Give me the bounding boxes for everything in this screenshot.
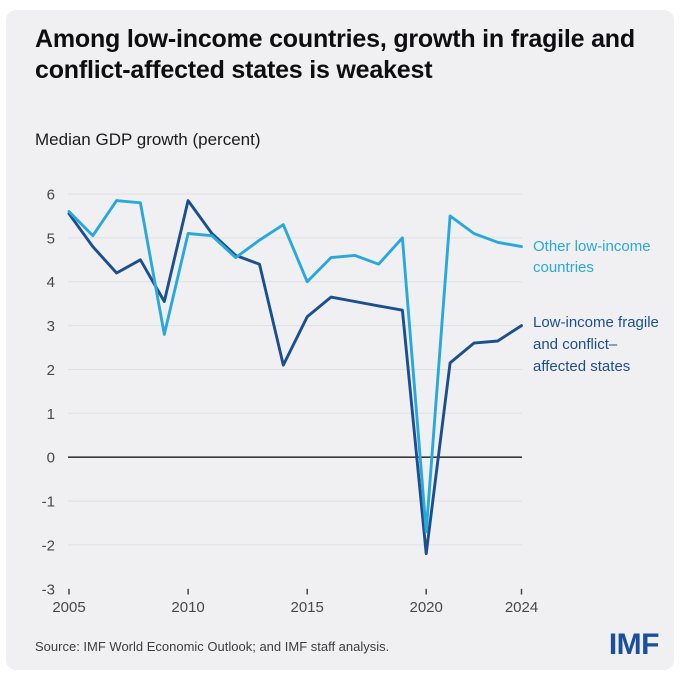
imf-logo: IMF (608, 628, 660, 661)
y-tick-label: 0 (47, 450, 55, 467)
y-tick-label: 5 (47, 230, 55, 247)
legend-label-low-income-fragile-states: Low-income fragile and conflict–affected… (533, 314, 659, 375)
y-tick-label: 3 (47, 318, 55, 335)
y-tick-label: 4 (47, 274, 55, 291)
legend-label-other-low-income-countries: Other low-income countries (533, 238, 651, 276)
x-tick-label: 2005 (52, 599, 85, 616)
x-tick-label: 2010 (171, 599, 204, 616)
x-tick-label: 2020 (410, 599, 443, 616)
x-axis-labels: 2005 2010 2015 2020 2024 (52, 599, 538, 616)
y-axis-labels: 6 5 4 3 2 1 0 -1 -2 -3 (42, 187, 55, 599)
card-background (6, 10, 674, 670)
series-line-other (67, 199, 523, 534)
y-tick-label: 6 (47, 187, 55, 204)
source-note: Source: IMF World Economic Outlook; and … (35, 639, 390, 654)
series-line-fragile (67, 199, 523, 556)
x-tick-label: 2015 (291, 599, 324, 616)
x-tick-label: 2024 (505, 599, 538, 616)
y-tick-label: -1 (42, 494, 55, 511)
y-tick-label: 2 (47, 362, 55, 379)
chart-subtitle: Median GDP growth (percent) (35, 130, 261, 149)
gridlines (68, 193, 522, 546)
y-tick-label: -2 (42, 537, 55, 554)
y-tick-label: -3 (42, 581, 55, 598)
y-tick-label: 1 (47, 406, 55, 423)
chart-title: Among low-income countries, growth in fr… (35, 25, 635, 84)
x-axis-ticks (68, 588, 523, 595)
